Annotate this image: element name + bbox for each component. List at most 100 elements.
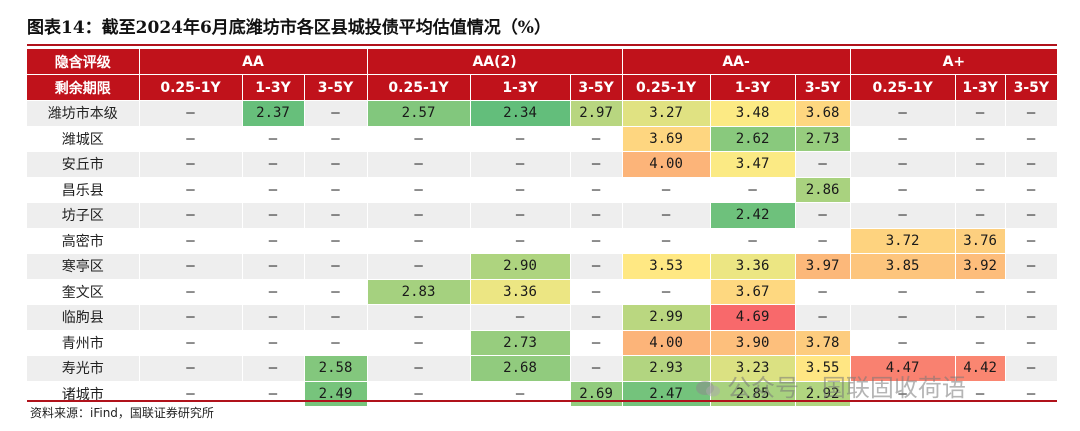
region-name: 临朐县 [27,304,140,331]
valuation-cell: – [470,228,571,254]
valuation-cell: – [795,202,851,229]
region-name: 寿光市 [27,355,140,382]
valuation-cell: 4.00 [622,151,711,178]
valuation-cell: – [795,228,851,254]
valuation-cell: 3.76 [955,228,1006,254]
valuation-cell: – [1005,279,1058,305]
valuation-cell: – [850,177,956,203]
valuation-cell: – [1005,253,1058,280]
valuation-cell: – [850,330,956,356]
valuation-cell: – [570,253,623,280]
table-row: 潍坊市本级 –2.37–2.57 2.34 2.97 3.27 3.48 3.68– – – [27,100,1058,127]
valuation-cell: – [304,330,368,356]
valuation-cell: – [367,253,471,280]
valuation-cell: – [367,304,471,331]
region-name: 青州市 [27,330,140,356]
valuation-cell: – [570,177,623,203]
valuation-cell: 3.72 [850,228,956,254]
source-note: 资料来源：iFind，国联证券研究所 [30,406,214,420]
valuation-cell: – [850,279,956,305]
valuation-cell: – [242,355,305,382]
table-row: 诸城市 – –2.49– –2.69 2.47 2.85 2.92– – – [27,381,1058,407]
region-name: 潍城区 [27,126,140,152]
valuation-cell: – [304,279,368,305]
valuation-cell: – [242,304,305,331]
term-header: 3-5Y [570,74,623,101]
valuation-cell: – [850,151,956,178]
valuation-cell: – [304,126,368,152]
valuation-cell: – [242,330,305,356]
valuation-cell: – [850,126,956,152]
valuation-cell: – [850,202,956,229]
valuation-cell: – [570,202,623,229]
table-row: 潍城区 – – – – – –3.69 2.62 2.73– – – [27,126,1058,152]
valuation-cell: – [710,228,796,254]
valuation-cell: 2.58 [304,355,368,382]
region-name: 安丘市 [27,151,140,178]
valuation-cell: 3.48 [710,100,796,127]
valuation-cell: – [710,177,796,203]
valuation-cell: – [470,126,571,152]
term-header: 3-5Y [1005,74,1058,101]
term-header: 3-5Y [795,74,851,101]
valuation-cell: – [242,253,305,280]
valuation-cell: – [570,279,623,305]
valuation-cell: – [570,355,623,382]
valuation-cell: – [139,304,243,331]
valuation-cell: – [570,228,623,254]
valuation-cell: – [1005,151,1058,178]
valuation-cell: 2.85 [710,381,796,407]
table-row: 奎文区 – – –2.83 3.36– –3.67– – – – [27,279,1058,305]
table-row: 坊子区 – – – – – – –2.42– – – – [27,202,1058,229]
valuation-cell: 2.73 [470,330,571,356]
term-header: 1-3Y [955,74,1006,101]
valuation-cell: – [1005,381,1058,407]
valuation-cell: – [795,151,851,178]
region-name: 坊子区 [27,202,140,229]
table-row: 寒亭区 – – – –2.90–3.53 3.36 3.97 3.85 3.92– [27,253,1058,280]
valuation-cell: – [367,126,471,152]
valuation-cell: – [242,202,305,229]
valuation-cell: – [367,151,471,178]
valuation-cell: – [955,330,1006,356]
valuation-cell: 2.73 [795,126,851,152]
valuation-cell: 2.49 [304,381,368,407]
valuation-cell: 3.68 [795,100,851,127]
valuation-cell: – [242,279,305,305]
valuation-cell: – [139,381,243,407]
valuation-cell: – [139,228,243,254]
valuation-cell: – [367,177,471,203]
valuation-cell: – [367,355,471,382]
term-header: 3-5Y [304,74,368,101]
valuation-cell: 3.97 [795,253,851,280]
valuation-cell: – [795,279,851,305]
valuation-cell: – [795,304,851,331]
valuation-cell: – [242,381,305,407]
valuation-cell: – [1005,100,1058,127]
valuation-cell: 3.36 [470,279,571,305]
valuation-cell: 2.37 [242,100,305,127]
region-name: 寒亭区 [27,253,140,280]
valuation-cell: – [304,151,368,178]
valuation-cell: – [139,151,243,178]
valuation-cell: – [139,177,243,203]
valuation-cell: 2.99 [622,304,711,331]
rating-group-header: A+ [850,49,1058,75]
valuation-cell: 2.69 [570,381,623,407]
table-row: 昌乐县 – – – – – – – –2.86– – – [27,177,1058,203]
title-divider [27,44,1057,46]
valuation-cell: 2.90 [470,253,571,280]
valuation-cell: 4.47 [850,355,956,382]
valuation-cell: – [955,177,1006,203]
watermark-text: 公众号 · 国联固收荷语 [727,374,966,402]
valuation-cell: – [304,202,368,229]
term-header: 0.25-1Y [139,74,243,101]
valuation-cell: 3.78 [795,330,851,356]
valuation-cell: – [570,151,623,178]
valuation-cell: – [1005,355,1058,382]
valuation-cell: 2.83 [367,279,471,305]
valuation-cell: – [1005,228,1058,254]
valuation-cell: – [242,126,305,152]
valuation-cell: – [850,304,956,331]
valuation-cell: 4.42 [955,355,1006,382]
